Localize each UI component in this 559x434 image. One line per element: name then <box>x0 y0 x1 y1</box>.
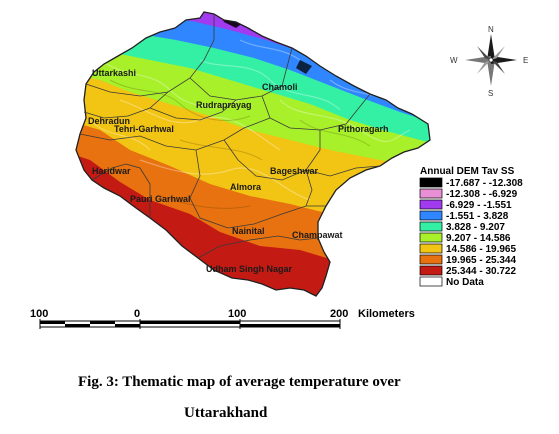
figure-caption-line-1: Fig. 3: Thematic map of average temperat… <box>78 374 401 390</box>
band-coldest-peak <box>296 60 312 74</box>
district-label-nainital: Nainital <box>232 226 265 236</box>
legend-title: Annual DEM Tav SS <box>420 166 515 177</box>
scale-segment <box>90 321 115 324</box>
district-label-almora: Almora <box>230 182 262 192</box>
legend-label: 14.586 - 19.965 <box>446 244 516 255</box>
legend-label: 19.965 - 25.344 <box>446 255 516 266</box>
compass-needle-east <box>491 56 517 64</box>
figure-caption-line-2: Uttarakhand <box>184 405 268 421</box>
district-label-uttarkashi: Uttarkashi <box>92 68 136 78</box>
legend-label: -6.929 - -1.551 <box>446 200 512 211</box>
scale-tick-label-0: 0 <box>134 308 140 320</box>
district-label-dehradun: Dehradun <box>88 116 130 126</box>
scale-segment <box>140 321 240 324</box>
terrain-shade <box>109 79 371 209</box>
legend-swatch <box>419 199 443 210</box>
scale-tick-label-100: 100 <box>228 308 246 320</box>
legend-swatch <box>419 276 443 287</box>
legend-label: -12.308 - -6.929 <box>446 189 518 200</box>
legend-swatch <box>419 177 443 188</box>
compass-needle-southeast <box>491 60 505 74</box>
scale-segment <box>65 324 90 327</box>
compass-needle-south <box>487 60 495 86</box>
legend-swatch <box>419 188 443 199</box>
scale-unit-label: Kilometers <box>358 308 415 320</box>
legend-swatch <box>419 243 443 254</box>
legend-swatch <box>419 210 443 221</box>
legend-rows: -17.687 - -12.308-12.308 - -6.929-6.929 … <box>419 177 523 288</box>
scale-tick-label-100-west: 100 <box>30 308 48 320</box>
compass-needle-southwest <box>477 60 491 74</box>
district-label-chamoli: Chamoli <box>262 82 298 92</box>
district-label-bageshwar: Bageshwar <box>270 166 319 176</box>
compass-needle-northwest <box>477 46 491 60</box>
district-boundaries <box>79 14 381 259</box>
scale-segment <box>115 324 140 327</box>
district-label-pithoragarh: Pithoragarh <box>338 124 389 134</box>
legend-label: 3.828 - 9.207 <box>446 222 505 233</box>
state-boundary <box>75 11 431 297</box>
compass-north-letter: N <box>488 25 494 34</box>
compass-needle-northeast <box>491 46 505 60</box>
legend-swatch <box>419 232 443 243</box>
scale-segment <box>240 324 340 327</box>
compass-hub <box>488 57 494 63</box>
compass-needle-west <box>465 56 491 64</box>
compass-east-letter: E <box>523 56 528 65</box>
compass-west-letter: W <box>450 56 458 65</box>
legend-swatch <box>419 221 443 232</box>
scale-bar: 100 0 100 200 Kilometers <box>30 308 415 329</box>
legend-label: -17.687 - -12.308 <box>446 178 523 189</box>
district-label-rudraprayag: Rudraprayag <box>196 100 252 110</box>
scale-tick-label-200: 200 <box>330 308 348 320</box>
district-label-haridwar: Haridwar <box>92 166 131 176</box>
district-label-pauri-garhwal: Pauri Garhwal <box>130 194 191 204</box>
compass-needle-north <box>487 34 495 60</box>
scale-segment <box>40 321 65 324</box>
district-label-tehri-garhwal: Tehri-Garhwal <box>114 124 174 134</box>
legend-swatch <box>419 254 443 265</box>
compass-south-letter: S <box>488 89 493 98</box>
compass-rose: N S W E <box>450 25 528 98</box>
legend-label: 9.207 - 14.586 <box>446 233 511 244</box>
legend: Annual DEM Tav SS -17.687 - -12.308-12.3… <box>419 166 523 288</box>
district-label-udham-singh-nagar: Udham Singh Nagar <box>206 264 293 274</box>
legend-label: No Data <box>446 277 484 288</box>
legend-label: -1.551 - 3.828 <box>446 211 509 222</box>
legend-label: 25.344 - 30.722 <box>446 266 516 277</box>
district-label-champawat: Champawat <box>292 230 343 240</box>
legend-swatch <box>419 265 443 276</box>
